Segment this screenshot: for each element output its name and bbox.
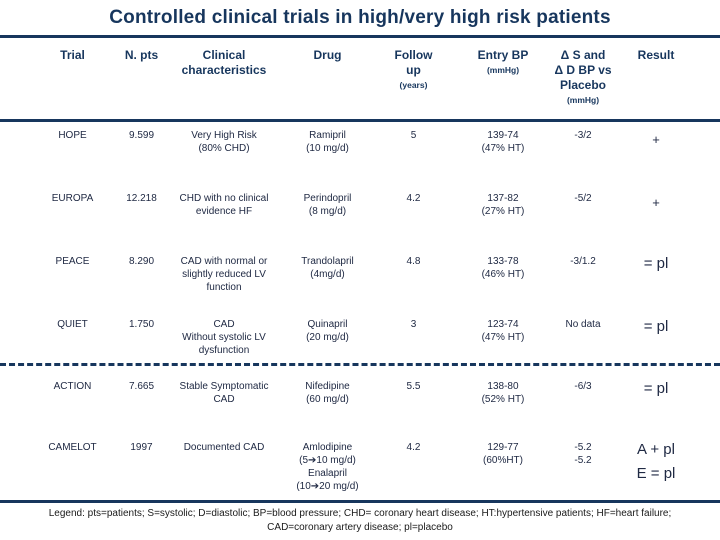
cell-clinical: Very High Risk (80% CHD) [191,130,257,154]
cell-trial: PEACE [55,256,90,267]
cell-trial: EUROPA [51,193,94,204]
cell-result: = pl [643,318,669,335]
cell-trial: HOPE [58,130,87,141]
cell-trial: QUIET [57,319,88,330]
cell-result: + [652,195,660,210]
cell-clinical: CAD with normal or slightly reduced LV f… [180,256,268,293]
cell-follow-up: 5 [410,130,417,141]
col-header-entry-bp: Entry BP (mmHg) [452,48,554,76]
cell-drug: Ramipril (10 mg/d) [306,130,349,154]
cell-clinical: Stable Symptomatic CAD [179,381,269,405]
cell-entry-bp: 138-80 (52% HT) [481,381,525,405]
legend-text: Legend: pts=patients; S=systolic; D=dias… [48,508,672,533]
table-row-action: ACTION 7.665 Stable Symptomatic CAD Nife… [0,366,720,434]
cell-trial: CAMELOT [48,442,97,453]
cell-delta: -6/3 [574,381,592,392]
cell-n-pts: 9.599 [128,130,155,141]
cell-entry-bp: 129-77 (60%HT) [482,442,523,466]
legend-separator-line [0,500,720,503]
cell-delta: -3/2 [574,130,592,141]
table-header-row: Trial N. pts Clinical characteristics Dr… [0,38,720,119]
table-row-europa: EUROPA 12.218 CHD with no clinical evide… [0,185,720,248]
cell-n-pts: 12.218 [126,193,157,204]
cell-delta: No data [565,319,601,330]
table-row-peace: PEACE 8.290 CAD with normal or slightly … [0,248,720,311]
entry-bp-unit: (mmHg) [486,65,520,75]
cell-trial: ACTION [53,381,92,392]
cell-clinical: Documented CAD [183,442,265,453]
table-row-camelot: CAMELOT 1997 Documented CAD Amlodipine (… [0,434,720,500]
col-header-n-pts: N. pts [124,48,159,62]
col-header-clinical: Clinical characteristics [181,48,267,77]
cell-drug: Quinapril (20 mg/d) [306,319,349,343]
cell-entry-bp: 137-82 (27% HT) [481,193,525,217]
col-header-follow-up: Follow up (years) [375,48,452,91]
cell-n-pts: 7.665 [128,381,155,392]
cell-follow-up: 3 [410,319,417,330]
cell-result: A + pl E = pl [636,441,676,482]
cell-result: = pl [643,380,669,397]
follow-up-label: Follow up [394,48,433,77]
delta-unit: (mmHg) [566,95,600,105]
cell-n-pts: 8.290 [128,256,155,267]
cell-n-pts: 1997 [130,442,153,453]
cell-result: + [652,132,660,147]
header-separator-line [0,119,720,122]
table-row-hope: HOPE 9.599 Very High Risk (80% CHD) Rami… [0,122,720,185]
delta-label: Δ S and Δ D BP vs Placebo [554,48,612,92]
section-divider-dashed-line [0,363,720,366]
cell-clinical: CAD Without systolic LV dysfunction [182,319,266,356]
cell-n-pts: 1.750 [128,319,155,330]
col-header-delta: Δ S and Δ D BP vs Placebo (mmHg) [554,48,612,106]
cell-drug: Perindopril (8 mg/d) [303,193,352,217]
cell-entry-bp: 123-74 (47% HT) [481,319,525,343]
cell-drug: Trandolapril (4mg/d) [301,256,354,280]
col-header-result: Result [637,48,675,62]
cell-clinical: CHD with no clinical evidence HF [179,193,269,217]
follow-up-unit: (years) [399,80,428,90]
col-header-trial: Trial [60,48,85,62]
title-underline [0,35,720,38]
entry-bp-label: Entry BP [477,48,529,62]
cell-drug: Nifedipine (60 mg/d) [305,381,350,405]
cell-delta: -3/1.2 [570,256,596,267]
cell-follow-up: 4.2 [406,442,421,453]
cell-delta: -5.2 -5.2 [574,442,592,466]
cell-drug: Amlodipine (5➔10 mg/d) Enalapril (10➔20 … [296,442,359,492]
cell-follow-up: 4.8 [406,256,421,267]
page-title: Controlled clinical trials in high/very … [109,7,611,28]
cell-follow-up: 5.5 [406,381,421,392]
cell-entry-bp: 139-74 (47% HT) [481,130,525,154]
cell-entry-bp: 133-78 (46% HT) [481,256,525,280]
cell-follow-up: 4.2 [406,193,421,204]
cell-delta: -5/2 [574,193,592,204]
cell-result: = pl [643,255,669,272]
col-header-drug: Drug [313,48,342,62]
table-row-quiet: QUIET 1.750 CAD Without systolic LV dysf… [0,311,720,363]
